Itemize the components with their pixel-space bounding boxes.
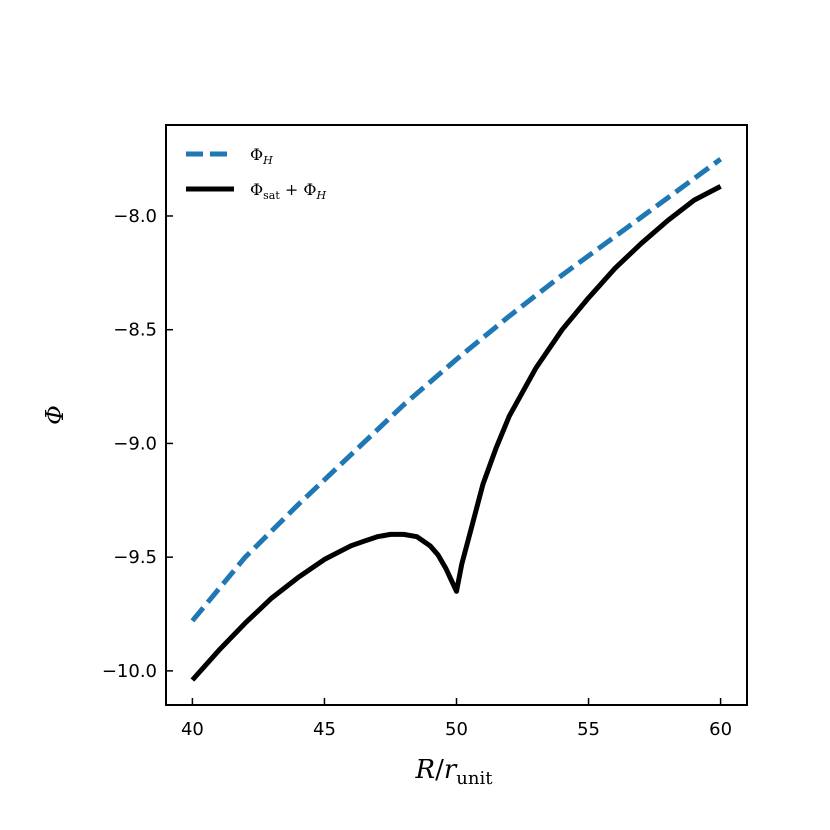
y-tick-label: −9.0 <box>113 433 157 454</box>
x-tick-label: 40 <box>181 719 204 740</box>
series-layer <box>190 157 723 682</box>
x-axis-label-var: r <box>444 755 458 785</box>
x-axis-label-sub: unit <box>456 768 493 789</box>
x-axis-label-slash: / <box>435 755 444 785</box>
y-tick-label: −9.5 <box>113 547 157 568</box>
y-tick-label: −8.5 <box>113 320 157 341</box>
x-axis-ticks: 40 45 50 55 60 <box>181 698 732 740</box>
x-axis-label: R/runit <box>415 755 494 789</box>
y-axis-label: Φ <box>41 405 69 425</box>
x-tick-label: 55 <box>577 719 600 740</box>
x-tick-label: 45 <box>313 719 336 740</box>
y-axis-ticks: −10.0 −9.5 −9.0 −8.5 −8.0 <box>102 206 173 682</box>
x-tick-label: 60 <box>709 719 732 740</box>
series-line-0 <box>190 157 723 623</box>
x-tick-label: 50 <box>445 719 468 740</box>
y-tick-label: −8.0 <box>113 206 157 227</box>
legend-label-phi-sat-h: Φsat + ΦH <box>250 180 326 202</box>
series-line-1 <box>190 184 722 682</box>
legend-label-phi-h: ΦH <box>250 145 273 167</box>
x-axis-label-main: R <box>415 755 436 785</box>
y-tick-label: −10.0 <box>102 661 157 682</box>
legend: ΦH Φsat + ΦH <box>186 145 326 202</box>
